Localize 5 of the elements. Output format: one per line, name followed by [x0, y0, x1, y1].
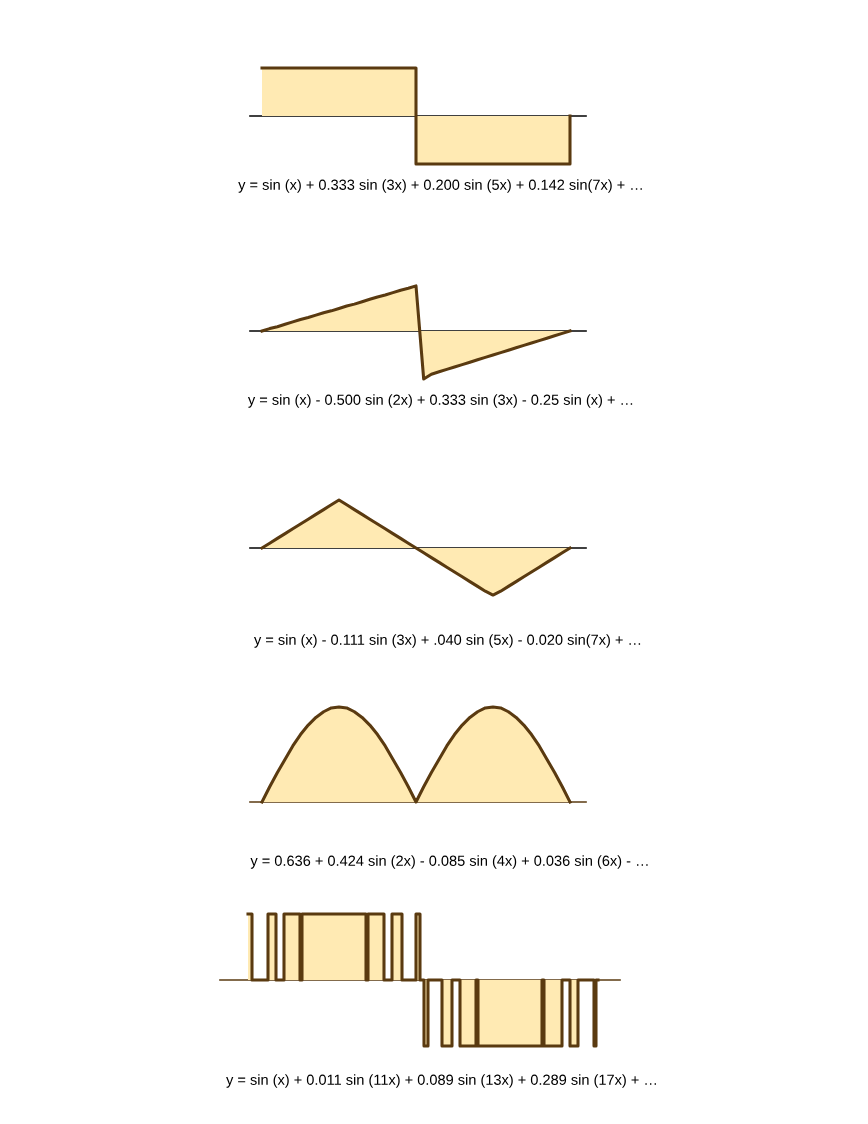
x-axis-title: y = sin (x) - 0.111 sin (3x) + .040 sin (5x) - 0.020 sin(7x) + … [254, 634, 641, 648]
x-axis-title: y = sin (x) + 0.011 sin (11x) + 0.089 sin (13x) + 0.289 sin (17x) + … [226, 1074, 656, 1088]
x-axis-title: y = sin (x) - 0.500 sin (2x) + 0.333 sin (3x) - 0.25 sin (x) + … [247, 394, 633, 408]
x-axis-title: y = sin (x) + 0.333 sin (3x) + 0.200 sin (5x) + 0.142 sin(7x) + … [238, 179, 642, 193]
x-axis-title: y = 0.636 + 0.424 sin (2x) - 0.085 sin (4x) + 0.036 sin (6x) - … [250, 855, 648, 869]
